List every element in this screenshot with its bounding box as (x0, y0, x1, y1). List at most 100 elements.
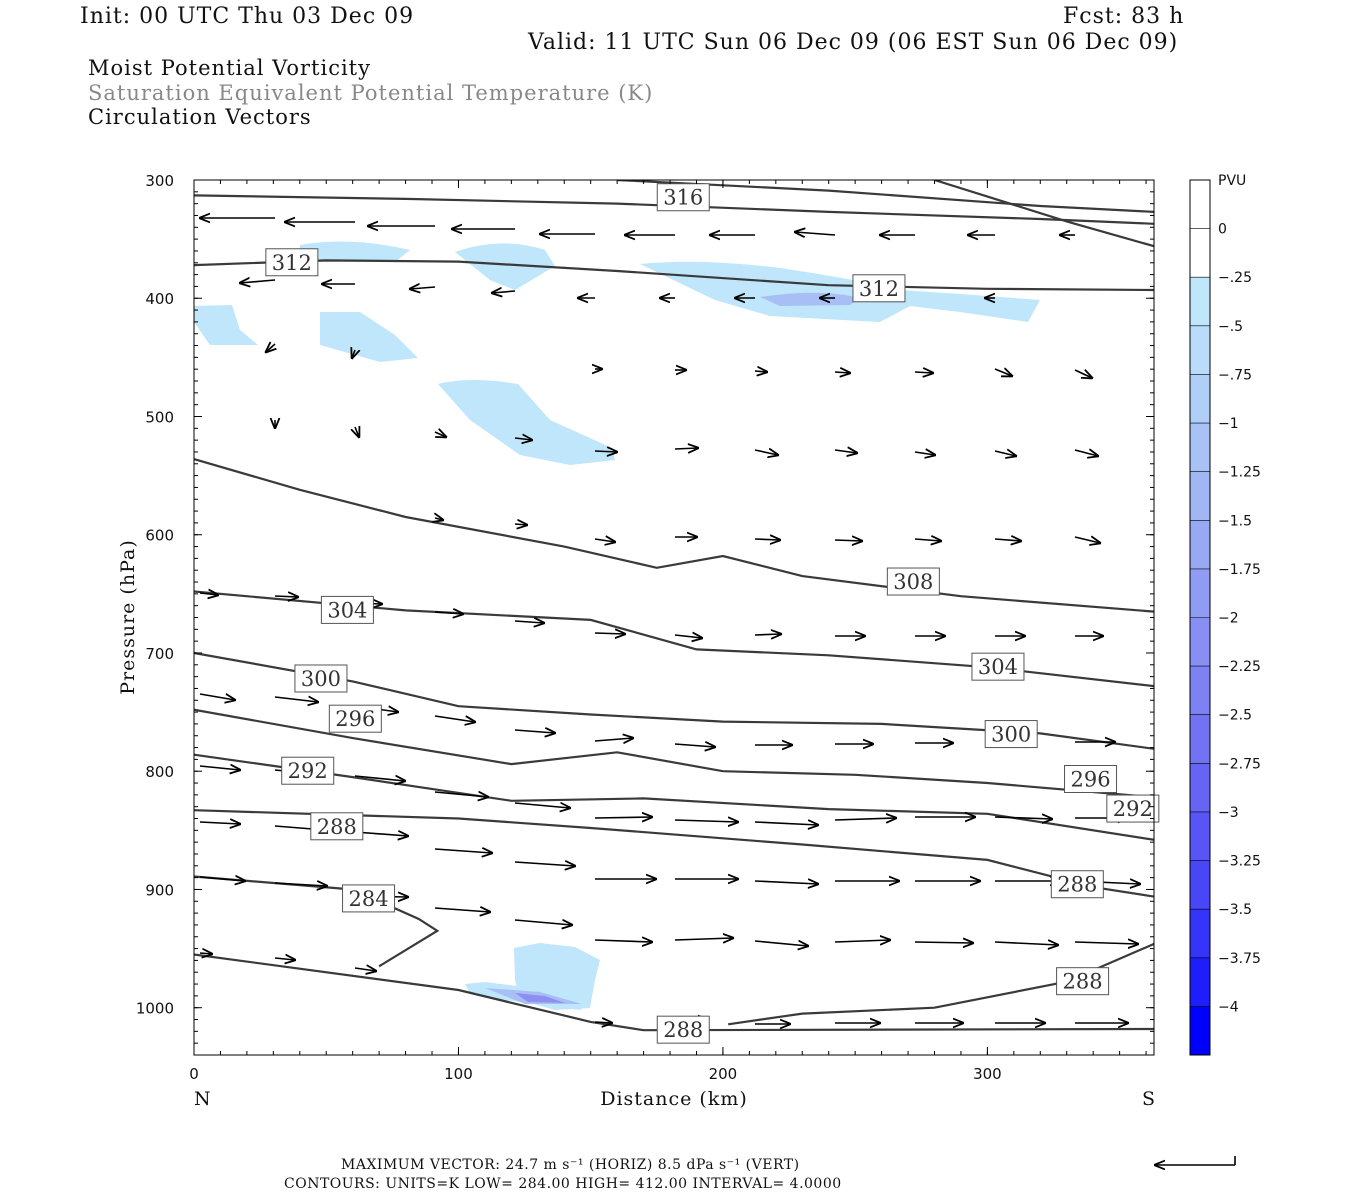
theta-es-contour (194, 953, 1154, 1032)
wind-vector (754, 450, 778, 455)
pv-colorbar: PVU 0 −.25 −.5 −.75 −1 −1.25 −1.5 −1.75 −2 −2.25 −2… (1189, 173, 1261, 1056)
wind-vector (1074, 370, 1092, 378)
circulation-vectors (200, 218, 1140, 1024)
wind-vector (199, 766, 240, 770)
colorbar-segment (1190, 860, 1210, 910)
wind-vector (754, 822, 818, 825)
colorbar-label: −2.25 (1218, 659, 1261, 675)
wind-vector (754, 634, 781, 635)
colorbar-segment (1190, 568, 1210, 618)
pv-region (640, 261, 1040, 322)
wind-vector (914, 539, 941, 541)
wind-vector (754, 941, 808, 946)
wind-vector (514, 920, 572, 925)
wind-vector (994, 451, 1016, 456)
reference-vector (1155, 1156, 1236, 1165)
x-tick-label: 100 (444, 1065, 473, 1083)
title-vectors: Circulation Vectors (88, 105, 312, 129)
colorbar-label: 0 (1218, 222, 1227, 238)
svg-text:304: 304 (978, 655, 1018, 679)
contour-label: 292 (281, 756, 335, 785)
wind-vector (410, 287, 436, 289)
forecast-hour: Fcst: 83 h (1063, 4, 1185, 29)
pv-region (194, 305, 258, 345)
contour-label: 316 (656, 183, 710, 212)
pv-region (438, 380, 615, 465)
x-tick-label: 300 (973, 1065, 1002, 1083)
wind-vector (514, 438, 532, 440)
colorbar-label: −2 (1218, 611, 1239, 627)
wind-vector (754, 881, 818, 884)
svg-text:296: 296 (1070, 767, 1110, 791)
svg-text:308: 308 (893, 570, 933, 594)
wind-vector (994, 942, 1058, 945)
y-tick-label: 700 (145, 645, 174, 663)
colorbar-segment (1190, 763, 1210, 812)
colorbar-segment (1190, 811, 1210, 861)
contour-label: 308 (886, 567, 940, 596)
colorbar-label: −2.5 (1218, 708, 1252, 724)
svg-text:304: 304 (327, 598, 367, 622)
x-tick-label: 0 (189, 1065, 199, 1083)
colorbar-segment (1190, 471, 1210, 521)
contour-label: 300 (294, 664, 348, 693)
colorbar-label: −1.25 (1218, 465, 1261, 481)
south-label: S (1142, 1088, 1156, 1110)
svg-text:316: 316 (663, 186, 703, 210)
colorbar-segment (1190, 277, 1210, 326)
title-pv: Moist Potential Vorticity (88, 56, 371, 80)
colorbar-label: −1 (1218, 416, 1239, 432)
theta-es-contour (194, 708, 1154, 799)
wind-vector (274, 883, 327, 886)
theta-es-contour (194, 458, 1154, 613)
svg-text:292: 292 (288, 759, 328, 783)
svg-text:288: 288 (1057, 873, 1097, 897)
wind-vector (594, 817, 652, 818)
svg-text:284: 284 (348, 887, 388, 911)
contour-label: 296 (328, 704, 382, 733)
x-tick-label: 200 (709, 1065, 738, 1083)
wind-vector (434, 908, 490, 912)
wind-vector (240, 280, 276, 283)
svg-text:292: 292 (1113, 797, 1153, 821)
colorbar-segment (1190, 714, 1210, 764)
wind-vector (354, 832, 408, 836)
contour-labels: 3163123083043002962922882842882883123043… (265, 183, 1160, 1044)
svg-text:296: 296 (335, 707, 375, 731)
wind-vector (594, 738, 633, 741)
wind-vector (914, 372, 933, 373)
contour-label: 312 (265, 248, 319, 277)
pv-region (515, 993, 565, 1003)
colorbar-label: −.5 (1218, 319, 1243, 335)
wind-vector (514, 803, 570, 808)
wind-vector (514, 621, 544, 623)
wind-vector (994, 369, 1012, 376)
wind-vector (674, 938, 733, 940)
colorbar-label: −2.75 (1218, 756, 1261, 772)
theta-es-contour (194, 259, 1154, 292)
north-label: N (194, 1088, 212, 1110)
svg-text:288: 288 (1063, 970, 1103, 994)
colorbar-segment (1190, 374, 1210, 424)
wind-vector (834, 450, 857, 453)
wind-vector (674, 744, 715, 747)
wind-vector (434, 432, 446, 437)
colorbar-segment (1190, 423, 1210, 472)
wind-vector (674, 820, 738, 822)
y-tick-label: 900 (145, 881, 174, 899)
wind-vector (514, 730, 555, 733)
contour-label: 304 (320, 595, 374, 624)
wind-vector (274, 697, 318, 702)
pv-shading (194, 241, 1040, 1010)
wind-vector (594, 539, 615, 542)
y-tick-label: 800 (145, 763, 174, 781)
colorbar-segment (1190, 180, 1210, 229)
pv-region (300, 241, 410, 262)
wind-vector (594, 633, 625, 634)
wind-vector (994, 817, 1052, 819)
colorbar-segment (1190, 228, 1210, 278)
wind-vector (434, 792, 488, 797)
contour-label: 288 (1056, 967, 1110, 996)
wind-vector (199, 877, 245, 881)
